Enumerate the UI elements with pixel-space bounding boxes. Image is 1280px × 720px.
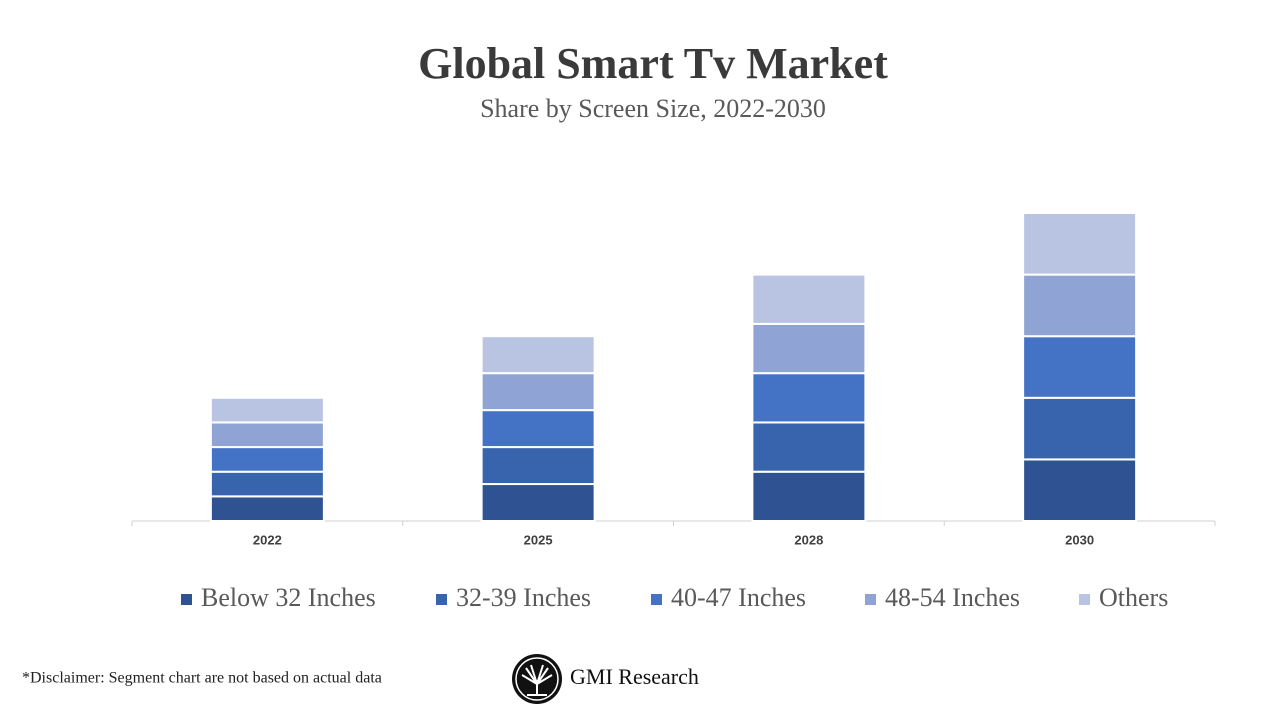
x-tick-label: 2028 [794, 532, 823, 547]
x-tick-label: 2030 [1065, 532, 1094, 547]
legend-label: Others [1099, 583, 1168, 612]
bar-segment [480, 335, 596, 375]
bar-segment [751, 322, 867, 375]
bar-segment [1022, 212, 1138, 276]
bar-segment [209, 396, 325, 424]
bar-segment [209, 470, 325, 498]
bar-segment [751, 421, 867, 473]
bar-segment [480, 483, 596, 523]
legend-swatch [181, 594, 192, 605]
brand-name: GMI Research [570, 664, 699, 689]
disclaimer: *Disclaimer: Segment chart are not based… [22, 670, 382, 687]
legend-swatch [651, 594, 662, 605]
bar-segment [480, 409, 596, 449]
legend-label: 48-54 Inches [885, 583, 1020, 612]
bar-segment [1022, 458, 1138, 522]
bar-segment [1022, 273, 1138, 338]
bar-segment [751, 273, 867, 325]
legend-swatch [1079, 594, 1090, 605]
chart-subtitle: Share by Screen Size, 2022-2030 [480, 94, 826, 123]
x-tick-label: 2022 [253, 532, 282, 547]
bar-segment [209, 495, 325, 522]
x-tick-label: 2025 [524, 532, 553, 547]
chart-title: Global Smart Tv Market [418, 39, 888, 88]
bar-segment [209, 421, 325, 449]
bar-segment [751, 470, 867, 522]
legend-swatch [436, 594, 447, 605]
legend-swatch [865, 594, 876, 605]
bar-segment [209, 446, 325, 473]
legend-label: Below 32 Inches [201, 583, 376, 612]
legend-label: 32-39 Inches [456, 583, 591, 612]
bar-segment [480, 446, 596, 486]
bar-segment [1022, 396, 1138, 461]
bar-segment [480, 372, 596, 412]
legend-label: 40-47 Inches [671, 583, 806, 612]
bar-segment [751, 372, 867, 424]
brand-logo [512, 654, 562, 704]
bar-segment [1022, 335, 1138, 399]
